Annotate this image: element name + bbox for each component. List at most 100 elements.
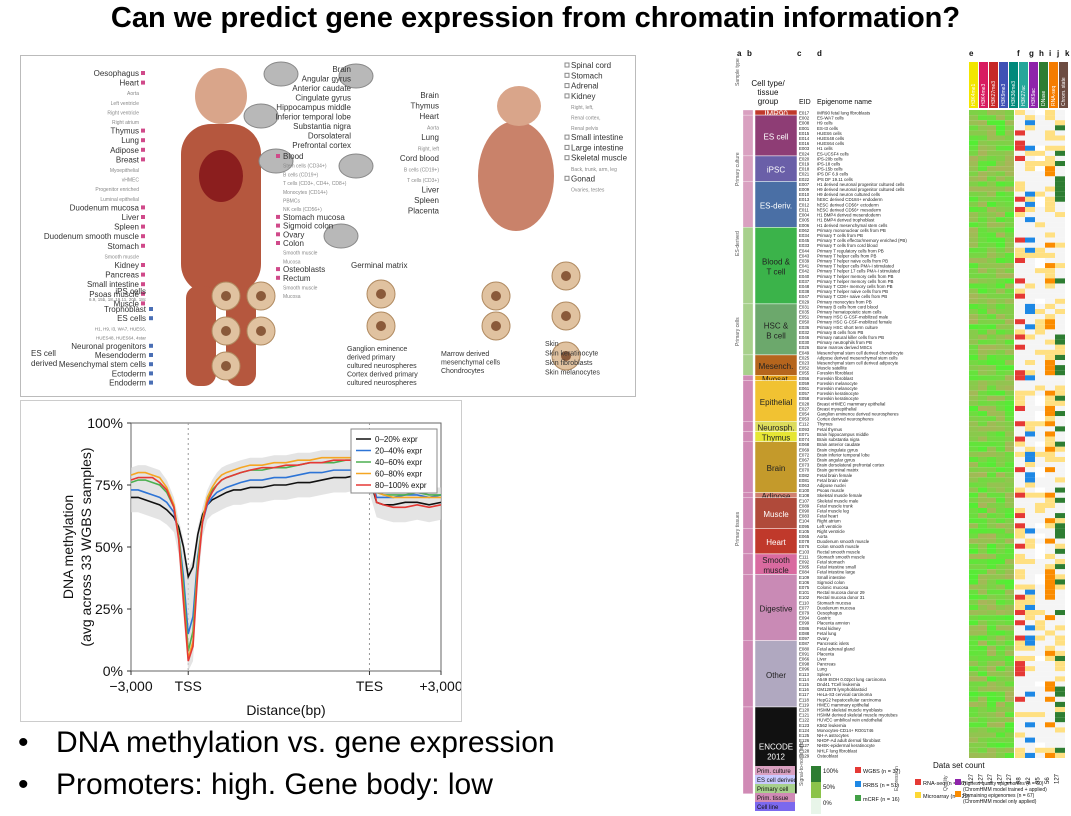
signal-cell bbox=[1005, 630, 1014, 636]
signal-cell bbox=[1005, 477, 1014, 483]
metadata-cell bbox=[1035, 538, 1045, 544]
metadata-cell bbox=[1035, 706, 1045, 713]
signal-cell bbox=[969, 217, 978, 223]
metadata-cell bbox=[1045, 594, 1055, 600]
signal-cell bbox=[1005, 497, 1014, 503]
eid-label: E017 bbox=[799, 111, 810, 116]
metadata-cell bbox=[1025, 115, 1035, 121]
metadata-cell bbox=[1035, 293, 1045, 299]
signal-cell bbox=[969, 247, 978, 253]
anatomy-label: Mesendoderm bbox=[95, 351, 146, 360]
metadata-cell bbox=[1045, 385, 1055, 391]
signal-cell bbox=[996, 426, 1005, 432]
anatomy-label: Angular gyrus bbox=[302, 75, 351, 84]
legend-label: 80–100% expr bbox=[375, 481, 427, 490]
metadata-cell bbox=[1035, 431, 1045, 437]
eid-label: E110 bbox=[799, 600, 809, 605]
metadata-cell bbox=[1035, 354, 1045, 361]
metadata-cell bbox=[1015, 502, 1025, 508]
group-label: Mesench. bbox=[759, 362, 794, 371]
signal-cell bbox=[996, 232, 1005, 238]
signal-cell bbox=[969, 589, 978, 595]
metadata-cell bbox=[1055, 666, 1065, 672]
signal-cell bbox=[978, 150, 987, 156]
signal-cell bbox=[978, 171, 987, 177]
signal-cell bbox=[1005, 441, 1014, 447]
anatomy-label: Right, left bbox=[418, 147, 440, 153]
metadata-cell bbox=[1055, 523, 1065, 529]
legend-swatch bbox=[855, 767, 861, 773]
epigenome-name: hESC derived CD56+ mesoderm bbox=[817, 207, 881, 212]
signal-cell bbox=[969, 212, 978, 218]
metadata-cell bbox=[1055, 339, 1065, 345]
label-marker-icon bbox=[564, 62, 570, 68]
signal-cell bbox=[996, 752, 1005, 758]
metadata-cell bbox=[1025, 339, 1035, 345]
metadata-cell bbox=[1055, 247, 1065, 253]
signal-cell bbox=[978, 655, 987, 662]
mark-header-swatch bbox=[999, 62, 1008, 108]
epigenome-name: Foreskin melanocyte bbox=[817, 381, 858, 386]
group-label: muscle bbox=[763, 566, 789, 575]
metadata-cell bbox=[1035, 523, 1045, 529]
legend-label: mCRF (n = 16) bbox=[863, 797, 900, 803]
anatomy-label: vHMEC bbox=[122, 178, 140, 184]
epigenome-name: ES-WA7 cells bbox=[817, 116, 844, 121]
metadata-cell bbox=[1025, 523, 1035, 529]
signal-cell bbox=[996, 303, 1005, 309]
signal-cell bbox=[987, 257, 996, 264]
signal-cell bbox=[996, 176, 1005, 182]
metadata-cell bbox=[1025, 242, 1035, 248]
metadata-cell bbox=[1015, 610, 1025, 616]
signal-cell bbox=[969, 706, 978, 713]
metadata-cell bbox=[1025, 645, 1035, 651]
metadata-cell bbox=[1045, 691, 1055, 697]
metadata-cell bbox=[1035, 640, 1045, 646]
signal-cell bbox=[1005, 360, 1014, 366]
signal-cell bbox=[996, 380, 1005, 386]
metadata-cell bbox=[1025, 426, 1035, 432]
eid-label: E055 bbox=[799, 371, 810, 376]
group-band bbox=[754, 574, 798, 641]
legend-label: ES cell derived bbox=[757, 778, 797, 784]
signal-cell bbox=[978, 426, 987, 432]
metadata-cell bbox=[1045, 518, 1055, 524]
metadata-cell bbox=[1015, 298, 1025, 304]
metadata-cell bbox=[1045, 456, 1055, 463]
metadata-cell bbox=[1025, 462, 1035, 468]
metadata-cell bbox=[1035, 334, 1045, 340]
metadata-cell bbox=[1045, 441, 1055, 447]
mark-header-swatch bbox=[979, 62, 988, 108]
signal-cell bbox=[996, 467, 1005, 473]
anatomy-label: Prefrontal cortex bbox=[292, 141, 351, 150]
metadata-cell bbox=[1015, 237, 1025, 243]
eid-label: E024 bbox=[799, 151, 810, 156]
group-band bbox=[754, 640, 798, 708]
anatomy-label: Kidney bbox=[115, 261, 139, 270]
metadata-cell bbox=[1055, 145, 1065, 151]
mark-header-swatch bbox=[989, 62, 998, 108]
signal-cell bbox=[1005, 375, 1014, 381]
signal-cell bbox=[1005, 400, 1014, 406]
metadata-cell bbox=[1015, 130, 1025, 136]
epigenome-name: iPS-15b cells bbox=[817, 167, 843, 172]
epigenome-name: Brain substantia nigra bbox=[817, 437, 860, 442]
metadata-cell bbox=[1045, 186, 1055, 192]
epigenome-name: Fetal heart bbox=[817, 514, 839, 519]
signal-cell bbox=[1005, 115, 1014, 121]
eid-label: E129 bbox=[799, 753, 810, 758]
metadata-cell bbox=[1055, 344, 1065, 350]
signal-cell bbox=[987, 385, 996, 391]
anatomy-label: Blood bbox=[283, 152, 303, 161]
epigenome-name: Liver bbox=[817, 656, 827, 661]
signal-cell bbox=[969, 196, 978, 202]
group-label: Myosat. bbox=[762, 375, 790, 384]
column-letter: b bbox=[747, 49, 752, 58]
metadata-cell bbox=[1045, 416, 1055, 422]
metadata-cell bbox=[1055, 273, 1065, 279]
signal-cell bbox=[987, 513, 996, 519]
signal-cell bbox=[978, 635, 987, 641]
signal-cell bbox=[1005, 405, 1014, 412]
metadata-cell bbox=[1035, 196, 1045, 202]
signal-cell bbox=[969, 268, 978, 274]
